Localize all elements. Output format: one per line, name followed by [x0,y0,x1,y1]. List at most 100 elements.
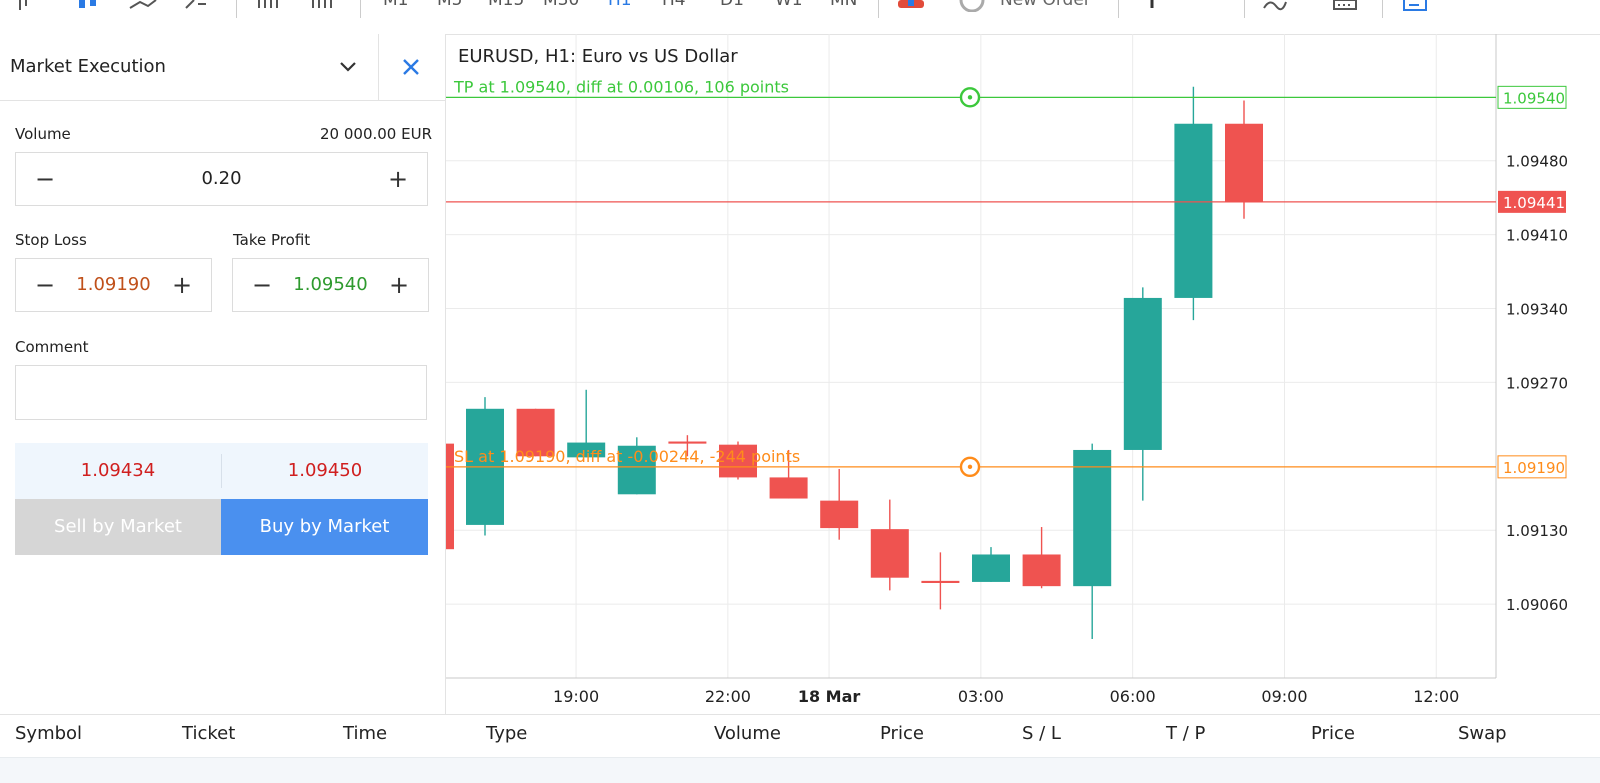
close-icon[interactable] [400,56,422,78]
volume-label: Volume [15,125,71,143]
timeframe-m15[interactable]: M15 [488,0,525,10]
comment-label: Comment [15,338,89,356]
volume-bars-icon[interactable] [256,0,286,12]
timeframe-h4[interactable]: H4 [662,0,686,10]
price-tick-label: 1.09480 [1506,153,1568,171]
time-tick-label: 03:00 [958,687,1004,706]
chevron-down-icon[interactable] [338,60,358,74]
chart-bars-icon[interactable] [16,0,56,12]
column-time[interactable]: Time [343,723,388,744]
stop-loss-label: Stop Loss [15,231,87,249]
price-tag-label: 1.09540 [1503,89,1565,107]
timeframe-h1[interactable]: H1 [608,0,632,10]
candle [719,444,757,478]
price-chart[interactable]: TP at 1.09540, diff at 0.00106, 106 poin… [446,34,1600,714]
candle [617,445,656,495]
candle [567,442,606,458]
candle [769,477,808,499]
take-profit-value[interactable]: 1.09540 [293,274,368,295]
stop-loss-stepper[interactable]: − 1.09190 + [15,258,212,312]
candle [1022,554,1061,587]
column-current-price[interactable]: Price [1311,723,1355,744]
comment-input[interactable] [15,365,427,420]
column-swap[interactable]: Swap [1458,723,1507,744]
window-icon[interactable] [1400,0,1430,12]
candle [668,441,707,444]
timeframe-w1[interactable]: W1 [775,0,803,10]
time-tick-label: 06:00 [1110,687,1156,706]
timeframe-m1[interactable]: M1 [383,0,409,10]
column-stop-loss[interactable]: S / L [1022,723,1061,744]
candle [820,500,859,529]
column-type[interactable]: Type [486,723,528,744]
order-panel-header: Market Execution [0,34,445,101]
candle-partial [446,443,454,550]
execution-type-title[interactable]: Market Execution [10,56,166,77]
timeframe-m5[interactable]: M5 [437,0,463,10]
price-tick-label: 1.09340 [1506,300,1568,318]
take-profit-label: Take Profit [233,231,311,249]
column-take-profit[interactable]: T / P [1166,723,1206,744]
bid-price: 1.09434 [80,460,156,481]
draw-tools-icon[interactable] [184,0,214,12]
calendar-icon[interactable] [1330,0,1360,12]
one-click-trading-icon[interactable] [896,0,926,12]
candle [1225,123,1263,202]
stop-loss-value[interactable]: 1.09190 [76,274,151,295]
level-label: SL at 1.09190, diff at -0.00244, -244 po… [454,447,800,466]
take-profit-increase-button[interactable]: + [388,271,410,299]
quote-prices: 1.09434 1.09450 [15,443,428,499]
candle [870,529,909,578]
volume-stepper[interactable]: − 0.20 + [15,152,428,206]
column-price[interactable]: Price [880,723,924,744]
price-axis: 1.09480 1.09410 1.09340 1.09270 1.09130 1.090… [1506,153,1568,614]
time-tick-label: 09:00 [1261,687,1307,706]
take-profit-stepper[interactable]: − 1.09540 + [232,258,429,312]
toolbar-separator [878,0,879,18]
price-tick-label: 1.09130 [1506,522,1568,540]
candles [446,86,1263,639]
level-lines: TP at 1.09540, diff at 0.00106, 106 poin… [446,77,1567,479]
time-axis: 19:00 22:00 18 Mar 03:00 06:00 09:00 12:00 [553,687,1459,706]
sell-by-market-button[interactable]: Sell by Market [15,499,221,555]
price-tag [1497,85,1567,109]
current-price-tag [1498,190,1566,213]
indicators-icon[interactable] [1260,0,1290,12]
line-chart-icon[interactable] [128,0,158,12]
toolbar-separator [1382,0,1383,18]
column-ticket[interactable]: Ticket [182,723,236,744]
volume-decrease-button[interactable]: − [34,165,56,193]
candle [1073,449,1112,587]
new-order-button[interactable]: New Order [1000,0,1091,10]
price-divider [221,454,222,488]
take-profit-decrease-button[interactable]: − [251,271,273,299]
candle [1174,123,1213,298]
histogram-icon[interactable] [310,0,340,12]
column-symbol[interactable]: Symbol [15,723,83,744]
volume-increase-button[interactable]: + [387,165,409,193]
chart-grid [446,34,1497,679]
price-tick-label: 1.09060 [1506,596,1568,614]
table-row[interactable] [0,757,1600,783]
candles-icon[interactable] [76,0,102,12]
level-handle-dot [967,95,973,100]
buy-by-market-button[interactable]: Buy by Market [221,499,428,555]
toolbar-separator [360,0,361,18]
stop-loss-increase-button[interactable]: + [171,271,193,299]
new-order-icon[interactable] [958,0,988,12]
crosshair-icon[interactable] [1142,0,1162,12]
timeframe-mn[interactable]: MN [830,0,858,10]
time-tick-label: 18 Mar [798,687,861,706]
time-tick-label: 19:00 [553,687,599,706]
timeframe-d1[interactable]: D1 [720,0,744,10]
timeframe-m30[interactable]: M30 [543,0,580,10]
ask-price: 1.09450 [287,460,363,481]
current-price-label: 1.09441 [1503,194,1565,212]
volume-value[interactable]: 0.20 [201,168,242,189]
volume-amount: 20 000.00 EUR [320,125,432,143]
candle [1123,297,1162,450]
column-volume[interactable]: Volume [714,723,781,744]
level-handle-dot [967,464,973,470]
order-panel: Market Execution Volume 20 000.00 EUR − … [0,34,446,714]
stop-loss-decrease-button[interactable]: − [34,271,56,299]
